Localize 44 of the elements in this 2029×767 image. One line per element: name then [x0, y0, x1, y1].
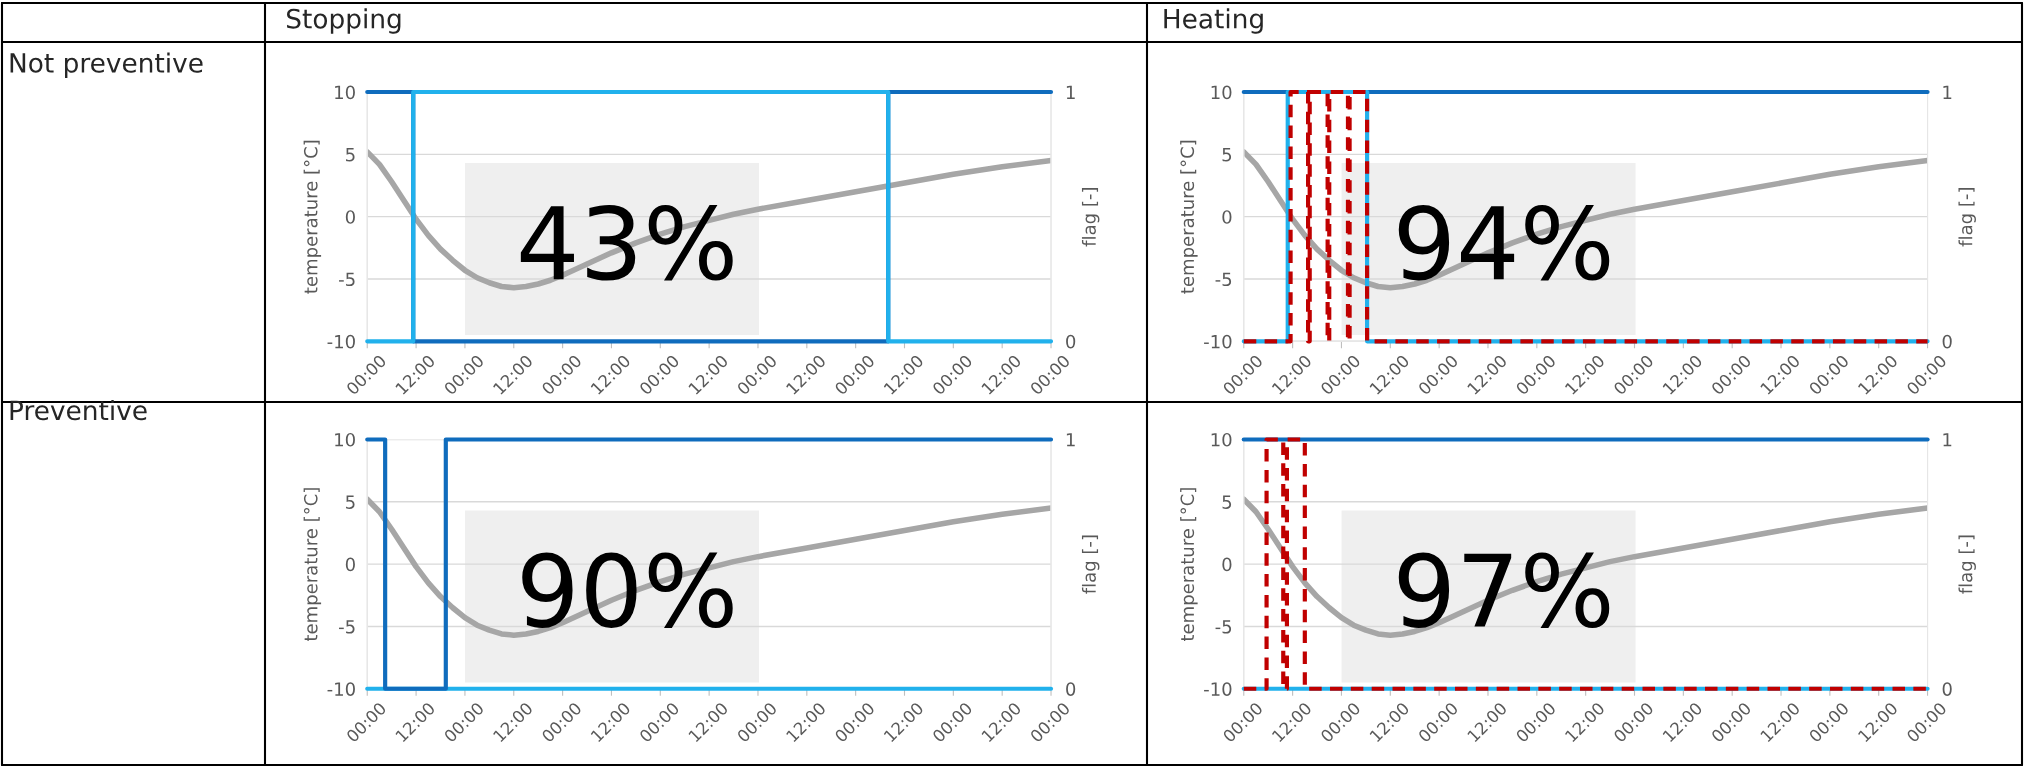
y-tick-label: -10 — [327, 334, 355, 349]
y2-tick-label: 0 — [1066, 334, 1076, 349]
y-axis-title: temperature [°C] — [1180, 140, 1198, 294]
y-tick-label: 5 — [346, 148, 355, 162]
y-tick-label: 5 — [346, 495, 355, 509]
y2-tick-label: 0 — [1942, 682, 1952, 696]
y-tick-label: -5 — [339, 272, 355, 287]
chart-title: Heating — [1164, 8, 1263, 34]
y2-tick-label: 0 — [1942, 334, 1952, 349]
y-tick-label: 10 — [1211, 432, 1232, 447]
y-tick-label: 10 — [1211, 85, 1232, 100]
y-tick-label: 0 — [1222, 210, 1232, 224]
y-tick-label: -10 — [327, 682, 355, 696]
annotation: 90% — [522, 552, 733, 629]
annotation: 94% — [1398, 204, 1610, 281]
chart-title: Stopping — [286, 8, 401, 34]
y2-axis-title: flag [-] — [1081, 535, 1100, 594]
y-tick-label: -5 — [339, 620, 355, 634]
y2-axis-title: flag [-] — [1958, 188, 1976, 247]
y2-tick-label: 1 — [1943, 85, 1952, 99]
y-tick-label: 0 — [345, 210, 355, 224]
y2-tick-label: 1 — [1066, 85, 1075, 99]
y-tick-label: 0 — [345, 557, 355, 572]
y-tick-label: 5 — [1222, 148, 1232, 162]
y2-tick-label: 1 — [1066, 433, 1075, 447]
y-axis-title: temperature [°C] — [1180, 488, 1198, 642]
y2-axis-title: flag [-] — [1081, 188, 1100, 247]
y-tick-label: -10 — [1204, 682, 1232, 696]
y-tick-label: 10 — [335, 432, 355, 447]
text: Preventive — [10, 399, 147, 421]
y-tick-label: 5 — [1222, 495, 1232, 509]
y2-axis-title: flag [-] — [1958, 535, 1976, 594]
y-tick-label: -5 — [1215, 272, 1232, 287]
y-axis-title: temperature [°C] — [303, 488, 322, 642]
y2-tick-label: 0 — [1066, 682, 1076, 696]
y2-tick-label: 1 — [1943, 433, 1952, 447]
y-tick-label: 0 — [1222, 557, 1232, 572]
y-tick-label: 10 — [335, 85, 355, 100]
y-tick-label: -5 — [1215, 620, 1232, 634]
annotation: 97% — [1398, 552, 1610, 629]
text: Not preventive — [10, 52, 203, 78]
y-tick-label: -10 — [1204, 334, 1232, 349]
y-axis-title: temperature [°C] — [303, 140, 322, 294]
annotation: 43% — [520, 204, 733, 281]
